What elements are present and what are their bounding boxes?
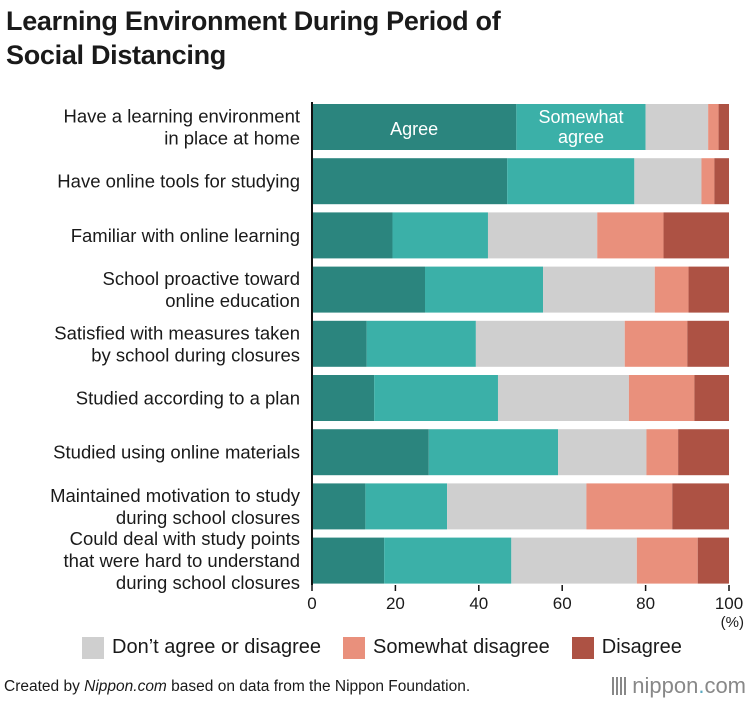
category-label-8-line-1: that were hard to understand (63, 550, 300, 571)
chart-title: Learning Environment During Period of So… (6, 4, 746, 72)
legend-label-somewhat-disagree: Somewhat disagree (373, 636, 550, 658)
brand-mark-icon (612, 677, 627, 695)
bar-somewhat-disagree-5 (628, 375, 695, 421)
category-label-2-line-0: Familiar with online learning (71, 225, 300, 246)
legend-item-disagree: Disagree (571, 636, 682, 659)
bar-somewhat-disagree-8 (636, 537, 698, 584)
bar-disagree-6 (678, 429, 729, 476)
bar-agree-8 (312, 537, 385, 584)
bar-neutral-3 (543, 266, 655, 313)
bar-somewhat-disagree-1 (701, 158, 715, 205)
category-label-8-line-0: Could deal with study points (70, 528, 300, 549)
bar-neutral-5 (497, 375, 629, 421)
category-label-3-line-1: online education (165, 290, 300, 311)
brand-tld: com (704, 673, 746, 698)
bar-neutral-2 (487, 212, 598, 259)
bar-agree-6 (312, 429, 429, 476)
bar-somewhat-agree-5 (374, 375, 498, 421)
category-label-0-line-1: in place at home (164, 128, 300, 149)
bar-somewhat-agree-4 (366, 320, 476, 367)
bar-agree-0 (312, 104, 517, 150)
credit-prefix: Created by (4, 678, 85, 695)
bar-agree-4 (312, 320, 367, 367)
footer: Created by Nippon.com based on data from… (4, 673, 746, 699)
legend-label-neutral: Don’t agree or disagree (112, 636, 322, 658)
legend-swatch-somewhat-disagree (343, 636, 366, 659)
x-tick-label-5: 100 (715, 594, 743, 613)
brand-dot: . (698, 673, 705, 698)
bar-agree-3 (312, 266, 426, 313)
legend: Don’t agree or disagree Somewhat disagre… (82, 636, 682, 659)
bar-disagree-5 (694, 375, 729, 421)
category-label-3-line-0: School proactive toward (103, 268, 300, 289)
bar-somewhat-disagree-3 (654, 266, 689, 313)
bar-somewhat-disagree-4 (624, 320, 688, 367)
bar-disagree-3 (688, 266, 729, 313)
category-label-0-line-0: Have a learning environment (63, 106, 300, 127)
credit-suffix: based on data from the Nippon Foundation… (166, 678, 471, 695)
bar-somewhat-disagree-0 (708, 104, 719, 150)
bar-neutral-0 (645, 104, 709, 150)
x-tick-label-0: 0 (307, 594, 316, 613)
category-label-4-line-0: Satisfied with measures taken (54, 322, 300, 343)
bar-disagree-7 (672, 483, 729, 530)
category-label-6-line-0: Studied using online materials (53, 442, 300, 463)
category-label-5-line-0: Studied according to a plan (76, 388, 300, 409)
legend-label-disagree: Disagree (601, 636, 682, 658)
bar-somewhat-agree-8 (384, 537, 512, 584)
category-label-7-line-1: during school closures (116, 507, 300, 528)
bar-agree-2 (312, 212, 393, 259)
in-bar-label-agree: Agree (390, 119, 438, 139)
bar-neutral-1 (634, 158, 702, 205)
source-credit: Created by Nippon.com based on data from… (4, 678, 470, 696)
x-axis-ticks: 0 20 40 60 80 100(%) (307, 585, 744, 631)
bar-neutral-7 (447, 483, 587, 530)
x-tick-label-1: 20 (386, 594, 405, 613)
legend-swatch-disagree (571, 636, 594, 659)
bar-disagree-8 (697, 537, 729, 584)
in-bar-label-somewhat-agree-line-1: agree (558, 127, 604, 147)
x-tick-label-4: 80 (636, 594, 655, 613)
bar-neutral-4 (475, 320, 625, 367)
bar-agree-7 (312, 483, 366, 530)
brand-name: nippon (632, 673, 699, 698)
category-label-4-line-1: by school during closures (91, 344, 300, 365)
bar-disagree-2 (663, 212, 729, 259)
bar-disagree-4 (687, 320, 729, 367)
bar-agree-5 (312, 375, 375, 421)
bar-disagree-0 (718, 104, 729, 150)
legend-item-somewhat-disagree: Somewhat disagree (343, 636, 550, 659)
bar-area (312, 104, 729, 584)
bar-somewhat-agree-3 (425, 266, 544, 313)
bar-somewhat-disagree-2 (597, 212, 664, 259)
chart-title-line-2: Social Distancing (6, 40, 226, 70)
bar-agree-1 (312, 158, 508, 205)
category-label-7-line-0: Maintained motivation to study (50, 485, 301, 506)
brand-logo: nippon. com (612, 673, 746, 699)
bar-disagree-1 (714, 158, 729, 205)
bar-somewhat-agree-0 (516, 104, 646, 150)
bar-neutral-8 (511, 537, 637, 584)
category-label-1-line-0: Have online tools for studying (57, 171, 300, 192)
x-tick-label-2: 40 (469, 594, 488, 613)
category-label-8-line-2: during school closures (116, 572, 300, 593)
bar-somewhat-agree-1 (507, 158, 635, 205)
bar-somewhat-agree-7 (365, 483, 448, 530)
x-axis-unit: (%) (721, 614, 744, 631)
legend-swatch-neutral (82, 636, 104, 659)
in-bar-label-somewhat-agree-line-0: Somewhat (538, 107, 623, 127)
chart-title-line-1: Learning Environment During Period of (6, 6, 501, 36)
credit-source: Nippon.com (84, 678, 167, 695)
bar-somewhat-disagree-7 (586, 483, 673, 530)
bar-somewhat-disagree-6 (646, 429, 679, 476)
bar-neutral-6 (558, 429, 647, 476)
x-tick-label-3: 60 (553, 594, 572, 613)
legend-item-neutral: Don’t agree or disagree (82, 636, 321, 659)
bar-somewhat-agree-6 (428, 429, 559, 476)
bar-somewhat-agree-2 (392, 212, 488, 259)
